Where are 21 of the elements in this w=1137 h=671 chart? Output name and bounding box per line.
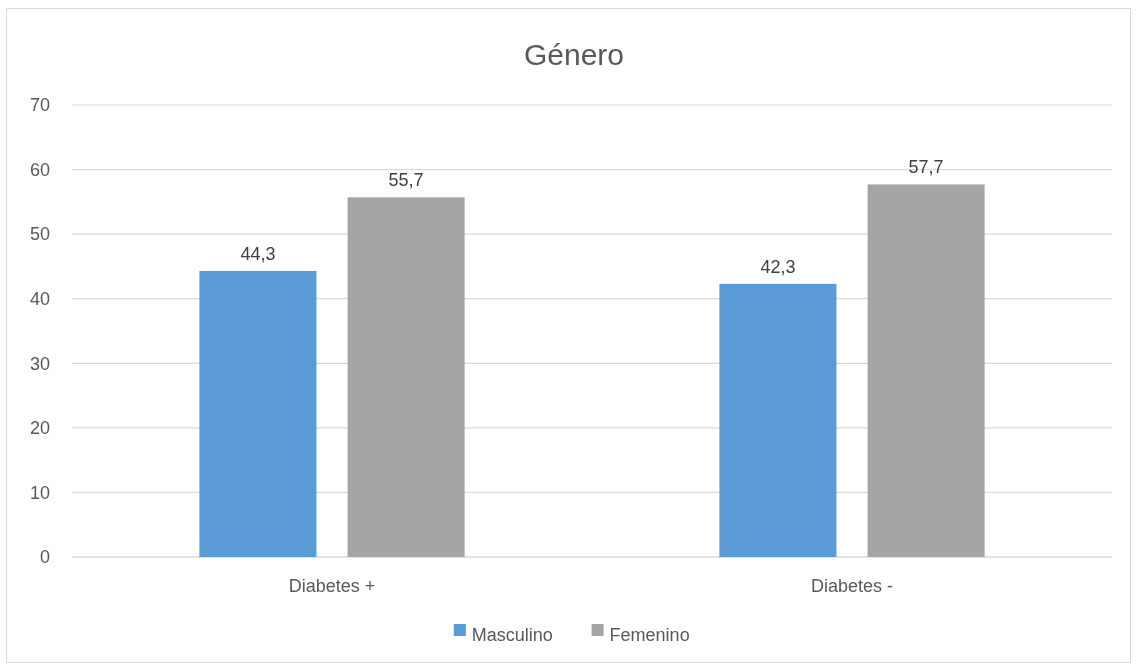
data-label: 44,3 xyxy=(240,243,276,264)
data-label: 55,7 xyxy=(388,170,424,191)
bar xyxy=(199,270,317,557)
y-tick-label: 10 xyxy=(29,482,50,503)
y-tick-label: 50 xyxy=(29,224,50,245)
y-tick-label: 70 xyxy=(29,95,50,116)
y-tick-label: 40 xyxy=(29,289,50,310)
x-tick-label: Diabetes + xyxy=(288,576,376,596)
data-label: 42,3 xyxy=(760,256,796,277)
y-tick-label: 30 xyxy=(29,353,50,374)
bar xyxy=(347,197,465,557)
x-tick-label: Diabetes - xyxy=(810,576,894,596)
bar xyxy=(867,184,985,557)
chart-title: Género xyxy=(523,38,625,71)
y-tick-label: 0 xyxy=(39,547,50,568)
data-label: 57,7 xyxy=(908,157,944,178)
y-tick-label: 20 xyxy=(29,418,50,439)
y-tick-label: 60 xyxy=(29,159,50,180)
legend-label: Masculino xyxy=(471,625,553,646)
bar xyxy=(719,283,837,557)
legend-label: Femenino xyxy=(609,625,690,646)
